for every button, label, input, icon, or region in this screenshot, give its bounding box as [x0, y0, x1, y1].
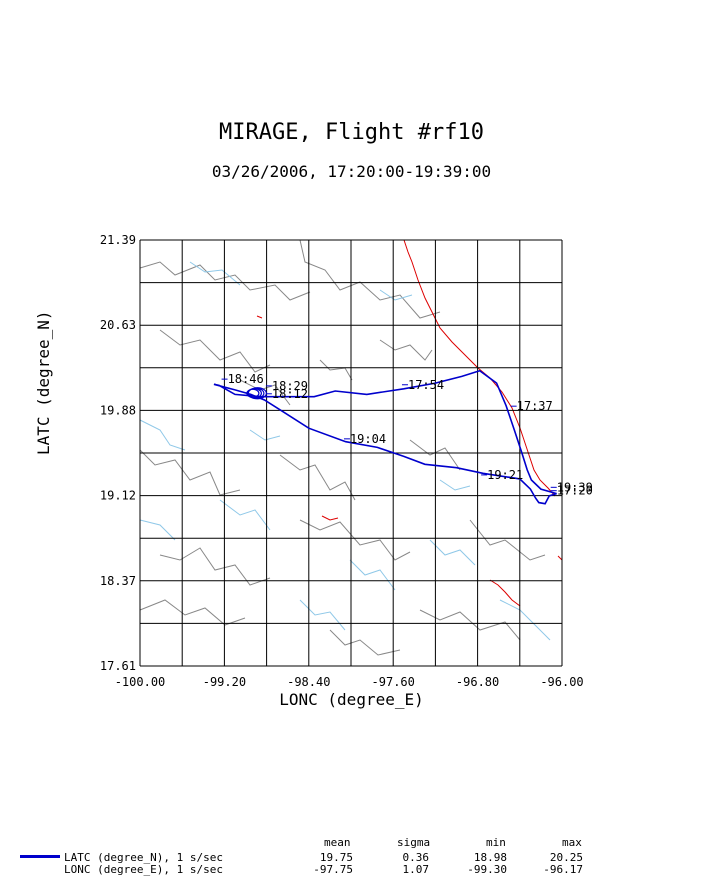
- chart-title: MIRAGE, Flight #rf10: [219, 120, 484, 145]
- state-border: [329, 629, 401, 656]
- state-border: [299, 239, 441, 319]
- row-max: 20.25: [549, 851, 583, 864]
- state-border: [139, 599, 246, 626]
- time-label: 18:12: [272, 387, 308, 401]
- tick-labels: 21.39 20.63 19.88 19.12 18.37 17.61 -100.00 -99…: [100, 233, 584, 689]
- river: [299, 599, 346, 631]
- river: [439, 479, 471, 491]
- river: [379, 289, 413, 301]
- x-tick-label: -97.60: [372, 675, 415, 689]
- row-min: 18.98: [473, 851, 507, 864]
- state-border: [409, 439, 461, 471]
- river: [249, 429, 281, 441]
- river: [429, 539, 476, 566]
- y-tick-label: 18.37: [100, 574, 136, 588]
- row-mean: -97.75: [313, 863, 353, 876]
- y-tick-label: 19.12: [100, 489, 136, 503]
- header-min: min: [486, 836, 506, 849]
- y-tick-label: 21.39: [100, 233, 136, 247]
- time-label: 17:20: [557, 484, 593, 498]
- header-mean: mean: [324, 836, 351, 849]
- coastline: [256, 315, 263, 319]
- state-border: [139, 449, 241, 496]
- row-sigma: 0.36: [402, 851, 430, 864]
- header-max: max: [562, 836, 582, 849]
- holding-loop: [247, 387, 267, 400]
- state-border: [419, 609, 521, 641]
- time-label: 17:54: [408, 378, 444, 392]
- state-border: [279, 454, 356, 501]
- row-label: LONC (degree_E), 1 s/sec: [64, 863, 223, 876]
- x-tick-label: -99.20: [203, 675, 246, 689]
- legend-line: [20, 855, 60, 858]
- track-line: [213, 369, 557, 505]
- river: [189, 261, 241, 286]
- row-mean: 19.75: [319, 851, 353, 864]
- time-label: 19:39: [557, 480, 593, 494]
- coastline: [489, 579, 521, 607]
- y-tick-label: 17.61: [100, 659, 136, 673]
- river: [499, 599, 551, 641]
- x-tick-label: -100.00: [115, 675, 166, 689]
- river: [139, 419, 186, 451]
- coastline: [321, 515, 339, 521]
- header-sigma: sigma: [397, 836, 431, 849]
- river: [349, 559, 396, 591]
- state-border: [239, 379, 291, 406]
- state-border: [139, 261, 311, 301]
- y-axis-label: LATC (degree_N): [34, 310, 53, 456]
- state-border: [299, 519, 411, 561]
- row-min: -99.30: [467, 863, 507, 876]
- river: [139, 519, 176, 541]
- stats-row: LONC (degree_E), 1 s/sec -97.75 1.07 -99…: [0, 863, 703, 876]
- state-border: [159, 329, 271, 373]
- y-tick-label: 20.63: [100, 318, 136, 332]
- time-label: 18:29: [272, 379, 308, 393]
- x-tick-label: -98.40: [287, 675, 330, 689]
- time-label: 19:04: [350, 432, 386, 446]
- coastline: [557, 555, 563, 561]
- state-border: [159, 547, 271, 586]
- row-label: LATC (degree_N), 1 s/sec: [64, 851, 223, 864]
- river: [219, 499, 271, 531]
- x-axis-label: LONC (degree_E): [279, 690, 424, 709]
- row-sigma: 1.07: [402, 863, 430, 876]
- y-tick-label: 19.88: [100, 403, 136, 417]
- chart-subtitle: 03/26/2006, 17:20:00-19:39:00: [211, 162, 492, 181]
- state-border: [379, 339, 433, 361]
- grid-lines: [139, 239, 563, 667]
- x-tick-label: -96.80: [456, 675, 499, 689]
- x-tick-label: -96.00: [540, 675, 583, 689]
- time-label: 17:37: [517, 399, 553, 413]
- row-max: -96.17: [543, 863, 583, 876]
- time-label: 18:46: [228, 372, 264, 386]
- flight-track: [213, 369, 557, 505]
- stats-row: LATC (degree_N), 1 s/sec 19.75 0.36 18.9…: [0, 851, 703, 864]
- state-border: [469, 519, 546, 561]
- state-border: [319, 359, 353, 381]
- time-label: 19:21: [487, 468, 523, 482]
